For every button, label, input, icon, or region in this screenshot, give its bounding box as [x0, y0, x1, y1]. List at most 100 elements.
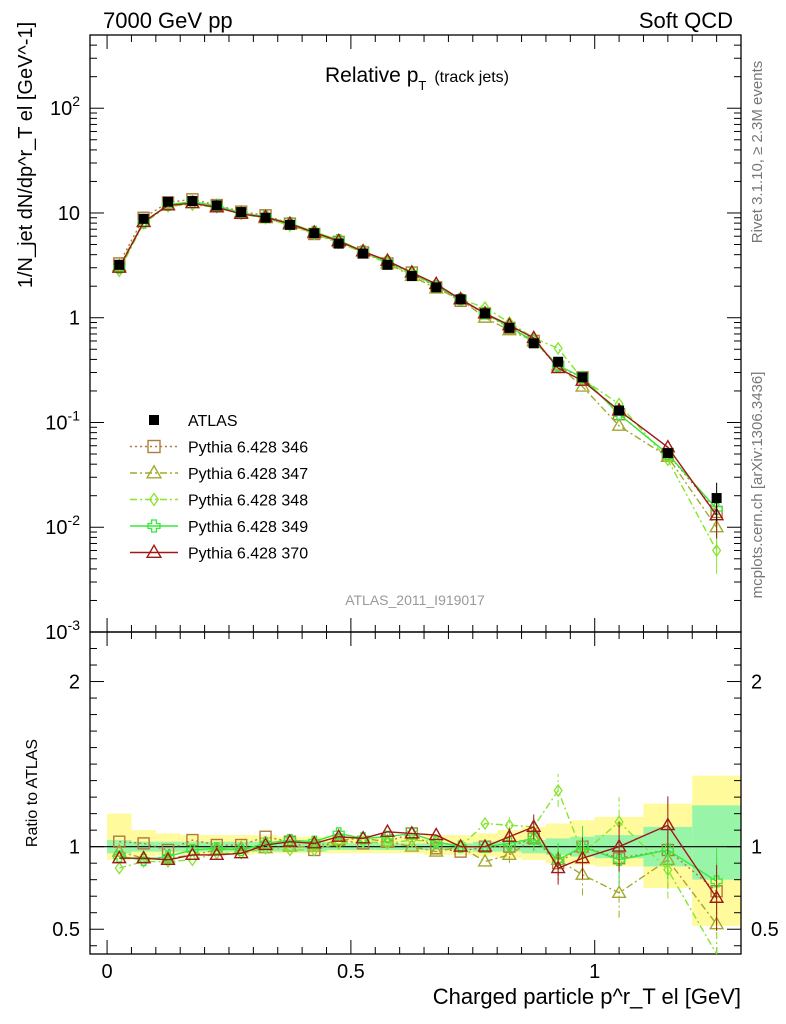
- ratio-data-point: [136, 850, 152, 864]
- data-point: [553, 356, 564, 367]
- ratio-data-point: [285, 843, 295, 857]
- data-point: [358, 248, 369, 259]
- ratio-data-point: [430, 842, 443, 855]
- ratio-y-tick-label-right: 1: [751, 837, 762, 859]
- ratio-data-point: [527, 832, 540, 845]
- ratio-data-point: [404, 825, 420, 839]
- ratio-data-point: [306, 835, 322, 849]
- ratio-y-tick-label-right: 0.5: [751, 919, 779, 941]
- plot-title-note: (track jets): [434, 69, 509, 86]
- data-point: [284, 219, 295, 230]
- data-point: [479, 308, 490, 319]
- legend-marker: [147, 519, 161, 533]
- x-tick-label: 0.5: [337, 961, 365, 983]
- ratio-data-point: [611, 838, 627, 852]
- ratio-plot-frame: [89, 631, 742, 955]
- tick-exponent: -1: [68, 407, 81, 423]
- legend-entry: Pythia 6.428 349: [130, 519, 308, 536]
- data-point: [662, 448, 673, 459]
- main-y-axis-label: 1/N_jet dN/dp^r_T el [GeV^-1]: [15, 22, 37, 288]
- ratio-data-point: [332, 827, 345, 840]
- analysis-watermark: ATLAS_2011_I919017: [345, 592, 485, 608]
- ratio-data-point: [550, 860, 566, 874]
- tick-base: 10: [45, 517, 67, 539]
- ratio-data-point: [186, 833, 199, 847]
- ratio-data-point: [282, 833, 298, 847]
- legend-marker: [145, 464, 163, 479]
- ratio-data-point: [111, 850, 127, 864]
- ratio-data-point: [210, 842, 223, 855]
- plot-title-main: Relative p: [325, 64, 418, 87]
- ratio-y-axis-label: Ratio to ATLAS: [24, 739, 41, 847]
- main-series-layer: [111, 193, 725, 574]
- ratio-data-point: [161, 850, 175, 863]
- header-right: Soft QCD: [639, 8, 733, 33]
- legend-entry: Pythia 6.428 370: [130, 543, 308, 563]
- ratio-panel: 0.5 0.51 12 2 0 0.5 1 Ratio to ATLAS Charged …: [24, 631, 779, 1009]
- data-point: [528, 338, 539, 349]
- data-point: [138, 213, 149, 224]
- legend-entry: Pythia 6.428 348: [130, 492, 308, 510]
- legend-label: Pythia 6.428 370: [188, 546, 308, 563]
- tick-base: 10: [45, 412, 67, 434]
- ratio-data-point: [710, 875, 723, 888]
- legend-label: Pythia 6.428 346: [188, 440, 308, 457]
- data-point: [114, 259, 125, 270]
- ratio-data-point: [574, 866, 591, 880]
- rivet-note: Rivet 3.1.10, ≥ 2.3M events: [749, 61, 766, 244]
- legend-entry: ATLAS: [149, 413, 238, 430]
- ratio-data-point: [160, 851, 176, 865]
- series-pythia-6-428-346: [113, 193, 723, 536]
- legend-marker: [145, 543, 163, 558]
- ratio-data-point: [660, 817, 676, 831]
- data-point: [550, 360, 566, 374]
- main-y-tick-label: 1: [69, 308, 80, 330]
- main-plot-frame: [89, 34, 742, 633]
- ratio-data-point: [501, 846, 517, 861]
- ratio-data-point: [114, 861, 124, 875]
- ratio-data-point: [306, 838, 322, 852]
- ratio-data-point: [661, 843, 675, 857]
- legend-label: ATLAS: [188, 413, 238, 430]
- ratio-series-line: [119, 832, 718, 892]
- x-tick-labels: 0 0.5 1: [102, 961, 601, 983]
- data-point: [333, 238, 344, 249]
- ratio-y-tick-label: 1: [69, 837, 80, 859]
- data-point: [406, 271, 417, 282]
- legend-marker: [149, 492, 159, 507]
- main-y-tick-label: 10-1: [45, 407, 80, 434]
- main-y-tick-label: 10: [58, 203, 80, 225]
- legend-label: Pythia 6.428 349: [188, 519, 308, 536]
- data-point: [711, 543, 722, 558]
- legend-entry: Pythia 6.428 347: [130, 464, 308, 483]
- tick-base: 10: [50, 98, 72, 120]
- ratio-data-point: [611, 884, 627, 899]
- ratio-data-point: [358, 835, 368, 849]
- legend-label: Pythia 6.428 347: [188, 466, 308, 483]
- data-point: [711, 493, 722, 504]
- data-point: [211, 200, 222, 211]
- ratio-series-layer: [111, 774, 725, 955]
- legend-marker: [149, 415, 159, 425]
- data-point: [504, 322, 515, 333]
- ratio-data-point: [428, 827, 444, 841]
- ratio-data-point: [331, 832, 347, 846]
- main-axis-ticks: [90, 34, 741, 633]
- x-tick-label: 0: [102, 961, 113, 983]
- data-point: [163, 196, 174, 207]
- ratio-y-tick-label: 2: [69, 672, 80, 694]
- ratio-data-point: [574, 850, 591, 864]
- data-point: [577, 372, 588, 383]
- ratio-data-point: [113, 835, 126, 848]
- data-point: [611, 417, 627, 431]
- legend-entry: Pythia 6.428 346: [130, 440, 308, 457]
- ratio-data-point: [480, 816, 490, 831]
- x-axis-label: Charged particle p^r_T el [GeV]: [433, 984, 741, 1009]
- ratio-data-point: [355, 830, 371, 844]
- ratio-data-point: [187, 853, 198, 867]
- ratio-data-point: [709, 889, 725, 903]
- data-point: [455, 294, 466, 305]
